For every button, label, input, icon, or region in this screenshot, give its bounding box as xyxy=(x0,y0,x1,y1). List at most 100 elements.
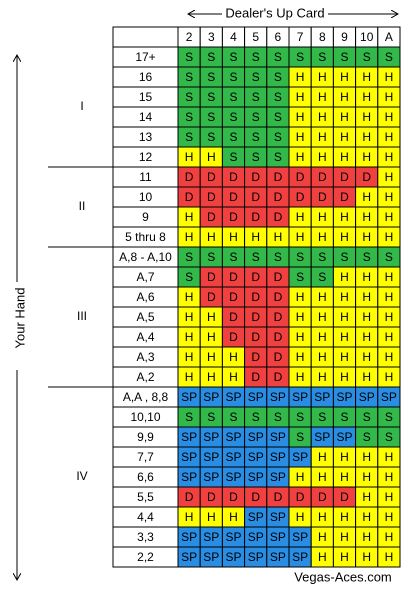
action-label: D xyxy=(185,490,194,504)
action-label: SP xyxy=(203,530,219,544)
action-label: SP xyxy=(181,430,197,444)
action-label: S xyxy=(274,110,282,124)
action-label: H xyxy=(207,230,216,244)
action-label: H xyxy=(362,230,371,244)
group-label: I xyxy=(80,99,83,113)
action-label: D xyxy=(274,490,283,504)
action-label: SP xyxy=(248,390,264,404)
action-label: S xyxy=(229,90,237,104)
action-label: H xyxy=(362,70,371,84)
action-label: D xyxy=(274,350,283,364)
action-label: S xyxy=(207,70,215,84)
action-label: S xyxy=(318,410,326,424)
action-label: H xyxy=(362,490,371,504)
action-label: D xyxy=(274,210,283,224)
action-label: H xyxy=(318,210,327,224)
action-label: D xyxy=(185,170,194,184)
action-label: H xyxy=(362,310,371,324)
action-label: H xyxy=(385,110,394,124)
action-label: H xyxy=(385,470,394,484)
action-label: S xyxy=(385,250,393,264)
action-label: D xyxy=(251,310,260,324)
action-label: H xyxy=(340,130,349,144)
action-label: D xyxy=(207,210,216,224)
action-label: H xyxy=(340,290,349,304)
action-label: H xyxy=(385,370,394,384)
column-label: 5 xyxy=(252,30,259,44)
action-label: S xyxy=(252,70,260,84)
action-cell xyxy=(377,546,401,568)
action-label: H xyxy=(385,90,394,104)
action-label: H xyxy=(185,150,194,164)
action-label: H xyxy=(318,470,327,484)
action-label: S xyxy=(185,410,193,424)
action-label: H xyxy=(362,290,371,304)
action-label: SP xyxy=(225,530,241,544)
action-label: S xyxy=(385,50,393,64)
action-label: H xyxy=(385,490,394,504)
action-label: SP xyxy=(270,390,286,404)
action-label: H xyxy=(318,90,327,104)
action-label: D xyxy=(207,190,216,204)
action-label: H xyxy=(185,370,194,384)
hand-label: 4,4 xyxy=(137,510,154,524)
action-label: H xyxy=(296,310,305,324)
action-label: D xyxy=(229,310,238,324)
action-label: H xyxy=(296,150,305,164)
header-cell xyxy=(112,26,179,48)
action-label: S xyxy=(274,150,282,164)
action-label: H xyxy=(318,510,327,524)
action-label: D xyxy=(229,210,238,224)
action-label: H xyxy=(340,470,349,484)
action-label: H xyxy=(362,510,371,524)
action-label: D xyxy=(274,290,283,304)
action-label: D xyxy=(251,290,260,304)
action-label: D xyxy=(274,190,283,204)
action-label: SP xyxy=(248,550,264,564)
hand-label: A,A , 8,8 xyxy=(123,390,169,404)
action-label: S xyxy=(185,110,193,124)
action-label: S xyxy=(207,110,215,124)
action-label: S xyxy=(363,250,371,264)
action-label: S xyxy=(296,430,304,444)
group-label: IV xyxy=(76,469,87,483)
action-label: H xyxy=(362,130,371,144)
action-label: S xyxy=(252,150,260,164)
action-label: S xyxy=(207,50,215,64)
action-label: S xyxy=(252,50,260,64)
action-label: D xyxy=(362,170,371,184)
action-label: S xyxy=(207,130,215,144)
action-label: S xyxy=(252,130,260,144)
action-label: S xyxy=(296,410,304,424)
action-label: H xyxy=(296,210,305,224)
action-label: S xyxy=(274,50,282,64)
action-label: H xyxy=(318,370,327,384)
action-label: D xyxy=(185,190,194,204)
action-label: H xyxy=(296,510,305,524)
action-label: H xyxy=(318,350,327,364)
action-label: H xyxy=(362,370,371,384)
hand-label: 2,2 xyxy=(137,550,154,564)
action-label: S xyxy=(229,250,237,264)
action-label: D xyxy=(296,190,305,204)
action-label: D xyxy=(229,190,238,204)
action-label: D xyxy=(318,490,327,504)
action-label: D xyxy=(251,190,260,204)
action-label: D xyxy=(207,270,216,284)
action-label: S xyxy=(229,110,237,124)
hand-label: 9,9 xyxy=(137,430,154,444)
action-label: S xyxy=(363,430,371,444)
column-label: A xyxy=(385,30,393,44)
hand-label: 3,3 xyxy=(137,530,154,544)
action-label: D xyxy=(251,210,260,224)
action-label: S xyxy=(385,410,393,424)
column-label: 8 xyxy=(319,30,326,44)
action-label: SP xyxy=(225,390,241,404)
action-label: H xyxy=(296,370,305,384)
action-label: SP xyxy=(181,390,197,404)
action-label: S xyxy=(185,250,193,264)
action-label: H xyxy=(362,330,371,344)
action-label: H xyxy=(318,310,327,324)
action-label: H xyxy=(385,530,394,544)
action-label: S xyxy=(340,410,348,424)
